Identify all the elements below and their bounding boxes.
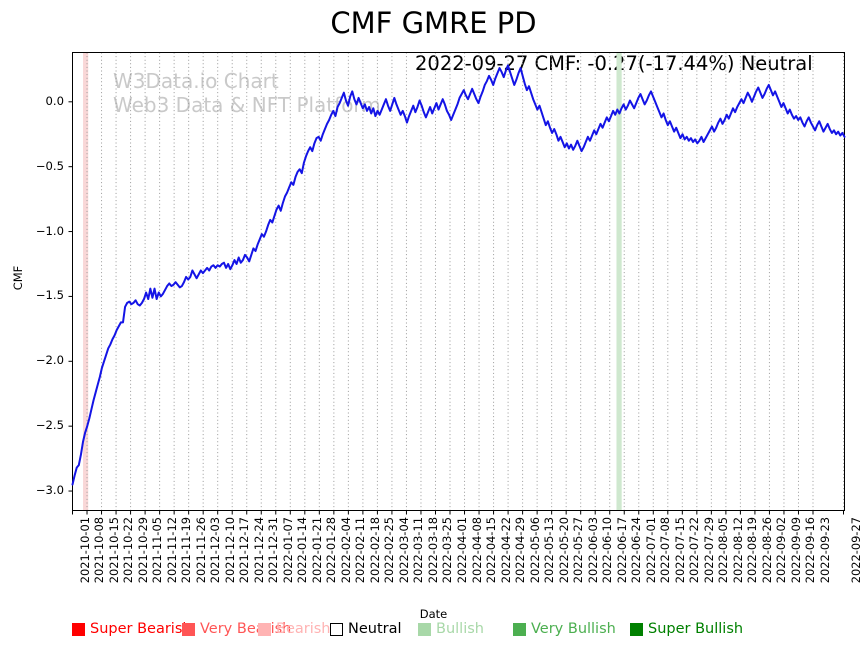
- x-tick-label: 2022-06-10: [600, 516, 615, 583]
- bearish-band: [83, 52, 89, 511]
- x-tick-label: 2021-10-01: [77, 516, 92, 583]
- legend-label: Bullish: [436, 621, 484, 637]
- legend-label: Bearish: [276, 621, 331, 637]
- x-tick-label: 2022-03-04: [396, 516, 411, 583]
- x-tick-label: 2021-11-05: [150, 516, 165, 583]
- axis-ticks: [68, 101, 844, 515]
- x-tick-label: 2022-02-18: [367, 516, 382, 583]
- x-tick-label: 2022-08-26: [759, 516, 774, 583]
- legend-item-bearish[interactable]: Bearish: [258, 619, 331, 639]
- x-tick-label: 2021-10-29: [135, 516, 150, 583]
- x-tick-label: 2022-01-07: [280, 516, 295, 583]
- x-tick-label: 2022-05-13: [542, 516, 557, 583]
- x-tick-label: 2022-02-11: [353, 516, 368, 583]
- page-title: CMF GMRE PD: [330, 6, 537, 40]
- legend-label: Neutral: [348, 621, 402, 637]
- x-tick-label: 2022-05-06: [527, 516, 542, 583]
- legend-label: Very Bullish: [531, 621, 616, 637]
- x-tick-label: 2021-12-31: [266, 516, 281, 583]
- x-tick-label: 2022-06-03: [585, 516, 600, 583]
- x-tick-label: 2022-01-21: [309, 516, 324, 583]
- x-tick-label: 2021-12-24: [251, 516, 266, 583]
- x-tick-label: 2022-07-29: [701, 516, 716, 583]
- legend-item-neutral[interactable]: Neutral: [330, 619, 402, 639]
- x-tick-label: 2022-03-25: [440, 516, 455, 583]
- y-tick-label: −1.0: [35, 223, 64, 238]
- x-tick-label: 2021-11-12: [164, 516, 179, 583]
- x-tick-label: 2021-10-22: [121, 516, 136, 583]
- x-tick-label: 2021-10-15: [106, 516, 121, 583]
- legend-item-bullish[interactable]: Bullish: [418, 619, 484, 639]
- highlight-bands: [83, 52, 622, 511]
- x-tick-label: 2022-06-24: [629, 516, 644, 583]
- x-tick-label: 2022-07-15: [672, 516, 687, 583]
- x-tick-label: 2022-05-20: [556, 516, 571, 583]
- y-tick-label: −2.0: [35, 353, 64, 368]
- legend-swatch-icon: [182, 622, 195, 636]
- x-tick-label: 2022-08-19: [745, 516, 760, 583]
- legend-item-super-bearish[interactable]: Super Bearish: [72, 619, 192, 639]
- grid-lines: [72, 52, 844, 511]
- legend-label: Super Bullish: [648, 621, 744, 637]
- x-tick-label: 2022-08-05: [716, 516, 731, 583]
- cmf-annotation: 2022-09-27 CMF: -0.27(-17.44%) Neutral: [415, 52, 813, 75]
- x-tick-label: 2022-07-08: [658, 516, 673, 583]
- x-tick-label: 2021-12-17: [237, 516, 252, 583]
- y-tick-label: −1.5: [35, 288, 64, 303]
- legend: Super Bearish Very Bearish Bearish Neutral B…: [0, 619, 867, 643]
- axes-frame: [72, 52, 845, 511]
- y-tick-label: −2.5: [35, 418, 64, 433]
- legend-item-very-bullish[interactable]: Very Bullish: [513, 619, 616, 639]
- bullish-band: [616, 52, 622, 511]
- x-tick-label: 2022-09-02: [774, 516, 789, 583]
- x-tick-label: 2021-11-26: [193, 516, 208, 583]
- x-tick-label: 2022-02-25: [382, 516, 397, 583]
- x-tick-label: 2022-04-29: [513, 516, 528, 583]
- x-tick-label: 2021-11-19: [179, 516, 194, 583]
- x-tick-label: 2022-09-23: [817, 516, 832, 583]
- x-tick-label: 2022-05-27: [571, 516, 586, 583]
- x-tick-label: 2022-09-09: [788, 516, 803, 583]
- legend-swatch-icon: [513, 622, 526, 636]
- x-tick-label: 2022-07-01: [643, 516, 658, 583]
- legend-swatch-icon: [418, 622, 431, 636]
- x-axis-label: Date: [419, 607, 448, 621]
- x-tick-label: 2021-12-10: [222, 516, 237, 583]
- legend-swatch-icon: [330, 622, 343, 636]
- x-tick-label: 2022-04-08: [469, 516, 484, 583]
- x-tick-label: 2022-08-12: [730, 516, 745, 583]
- x-tick-label: 2022-01-14: [295, 516, 310, 583]
- x-tick-label: 2022-09-16: [803, 516, 818, 583]
- x-tick-label: 2022-04-01: [455, 516, 469, 583]
- cmf-line: [71, 64, 846, 486]
- legend-swatch-icon: [630, 622, 643, 636]
- x-tick-label: 2022-07-22: [687, 516, 702, 583]
- x-tick-label: 2021-10-08: [92, 516, 107, 583]
- x-tick-label: 2022-01-28: [324, 516, 339, 583]
- x-tick-label: 2022-06-17: [614, 516, 629, 583]
- x-tick-label: 2022-04-15: [484, 516, 499, 583]
- legend-label: Super Bearish: [90, 621, 192, 637]
- x-tick-label: 2022-03-18: [425, 516, 440, 583]
- y-tick-label: 0.0: [45, 93, 64, 108]
- x-tick-label: 2022-09-27: [848, 516, 863, 583]
- x-tick-label: 2022-02-04: [338, 516, 353, 583]
- y-tick-label: −3.0: [35, 483, 64, 498]
- legend-item-super-bullish[interactable]: Super Bullish: [630, 619, 743, 639]
- x-tick-label: 2022-03-11: [411, 516, 426, 583]
- x-tick-label: 2021-12-03: [208, 516, 223, 583]
- legend-swatch-icon: [258, 622, 271, 636]
- legend-swatch-icon: [72, 622, 85, 636]
- y-tick-label: −0.5: [35, 158, 64, 173]
- x-tick-label: 2022-04-22: [498, 516, 513, 583]
